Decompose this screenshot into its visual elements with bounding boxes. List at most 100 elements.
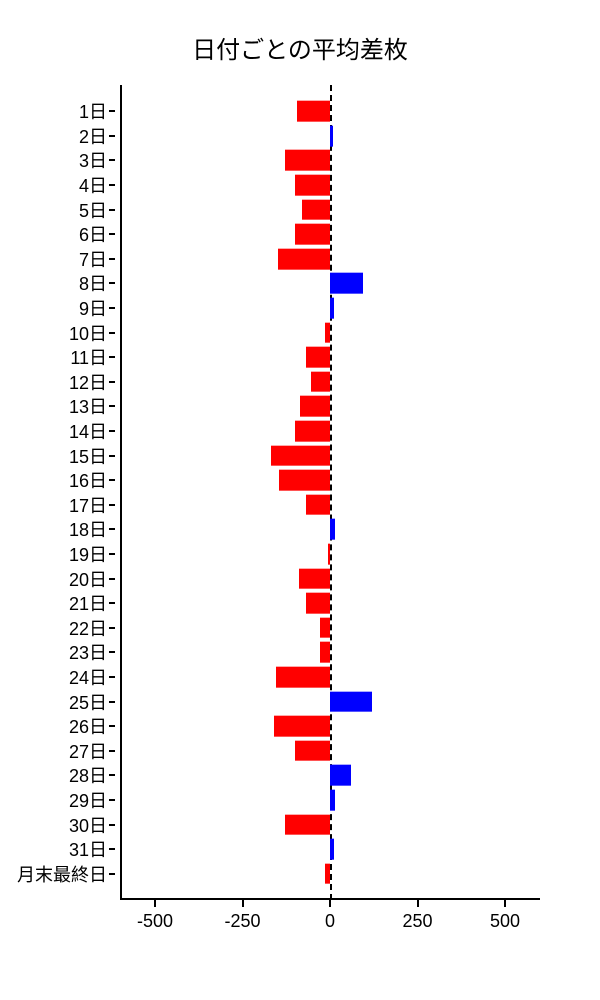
- bar: [299, 568, 331, 589]
- x-axis-label: 500: [490, 911, 520, 932]
- y-tick: [109, 233, 115, 235]
- y-axis-label: 8日: [79, 270, 107, 296]
- bar: [295, 224, 330, 245]
- x-tick: [242, 900, 244, 907]
- y-axis-label: 6日: [79, 221, 107, 247]
- bar: [330, 298, 334, 319]
- y-axis-labels: 1日2日3日4日5日6日7日8日9日10日11日12日13日14日15日16日1…: [0, 85, 115, 900]
- y-tick: [109, 725, 115, 727]
- bar: [325, 863, 330, 884]
- y-tick: [109, 430, 115, 432]
- y-axis-label: 5日: [79, 197, 107, 223]
- y-axis-label: 30日: [69, 812, 107, 838]
- y-axis-label: 24日: [69, 664, 107, 690]
- y-tick: [109, 799, 115, 801]
- y-tick: [109, 848, 115, 850]
- y-axis-label: 2日: [79, 123, 107, 149]
- bar: [274, 716, 330, 737]
- bar: [330, 790, 335, 811]
- bar: [306, 593, 331, 614]
- y-tick: [109, 307, 115, 309]
- y-axis-label: 1日: [79, 98, 107, 124]
- y-tick: [109, 627, 115, 629]
- bar: [311, 372, 330, 393]
- y-tick: [109, 750, 115, 752]
- y-tick: [109, 553, 115, 555]
- y-axis-label: 10日: [69, 320, 107, 346]
- y-tick: [109, 184, 115, 186]
- y-axis-label: 9日: [79, 295, 107, 321]
- bar: [295, 175, 330, 196]
- bar: [306, 494, 331, 515]
- bar: [297, 101, 330, 122]
- y-tick: [109, 356, 115, 358]
- y-axis-label: 3日: [79, 147, 107, 173]
- y-tick: [109, 455, 115, 457]
- y-tick: [109, 873, 115, 875]
- y-tick: [109, 676, 115, 678]
- y-axis-label: 18日: [69, 516, 107, 542]
- x-axis-label: -500: [137, 911, 173, 932]
- y-axis-label: 17日: [69, 492, 107, 518]
- bar: [285, 814, 331, 835]
- bar: [295, 421, 330, 442]
- y-axis-label: 19日: [69, 541, 107, 567]
- plot-area: -500-2500250500: [120, 85, 540, 900]
- x-tick: [504, 900, 506, 907]
- bar: [325, 322, 330, 343]
- bar: [285, 150, 331, 171]
- y-tick: [109, 602, 115, 604]
- y-tick: [109, 282, 115, 284]
- chart-title: 日付ごとの平均差枚: [0, 0, 600, 75]
- bar: [278, 249, 331, 270]
- y-tick: [109, 479, 115, 481]
- y-tick: [109, 504, 115, 506]
- chart-container: 日付ごとの平均差枚 1日2日3日4日5日6日7日8日9日10日11日12日13日…: [0, 0, 600, 1000]
- y-axis-label: 4日: [79, 172, 107, 198]
- bar: [330, 126, 333, 147]
- y-axis-label: 27日: [69, 738, 107, 764]
- y-tick: [109, 824, 115, 826]
- x-tick: [329, 900, 331, 907]
- y-axis-label: 25日: [69, 689, 107, 715]
- y-axis-label: 29日: [69, 787, 107, 813]
- bar: [279, 470, 330, 491]
- y-tick: [109, 110, 115, 112]
- x-axis-label: 0: [325, 911, 335, 932]
- bar: [320, 617, 331, 638]
- y-axis-label: 11日: [70, 344, 107, 370]
- bar: [330, 765, 351, 786]
- y-tick: [109, 135, 115, 137]
- y-tick: [109, 774, 115, 776]
- y-axis-label: 22日: [69, 615, 107, 641]
- bar: [276, 667, 330, 688]
- y-axis-label: 15日: [69, 443, 107, 469]
- bar: [330, 839, 334, 860]
- x-tick: [417, 900, 419, 907]
- y-axis-label: 23日: [69, 639, 107, 665]
- y-tick: [109, 578, 115, 580]
- y-tick: [109, 258, 115, 260]
- bar: [271, 445, 331, 466]
- y-tick: [109, 651, 115, 653]
- y-axis-label: 14日: [69, 418, 107, 444]
- y-axis-label: 31日: [69, 836, 107, 862]
- bar: [295, 740, 330, 761]
- bar: [306, 347, 331, 368]
- y-axis-label: 26日: [69, 713, 107, 739]
- y-tick: [109, 332, 115, 334]
- x-tick: [154, 900, 156, 907]
- y-axis-label: 12日: [69, 369, 107, 395]
- bar: [320, 642, 331, 663]
- y-axis-label: 20日: [69, 566, 107, 592]
- y-axis-label: 13日: [69, 393, 107, 419]
- y-tick: [109, 209, 115, 211]
- y-tick: [109, 405, 115, 407]
- y-tick: [109, 381, 115, 383]
- y-tick: [109, 701, 115, 703]
- bar: [302, 199, 330, 220]
- y-tick: [109, 159, 115, 161]
- y-tick: [109, 528, 115, 530]
- x-axis-label: -250: [224, 911, 260, 932]
- y-axis-label: 月末最終日: [17, 861, 107, 887]
